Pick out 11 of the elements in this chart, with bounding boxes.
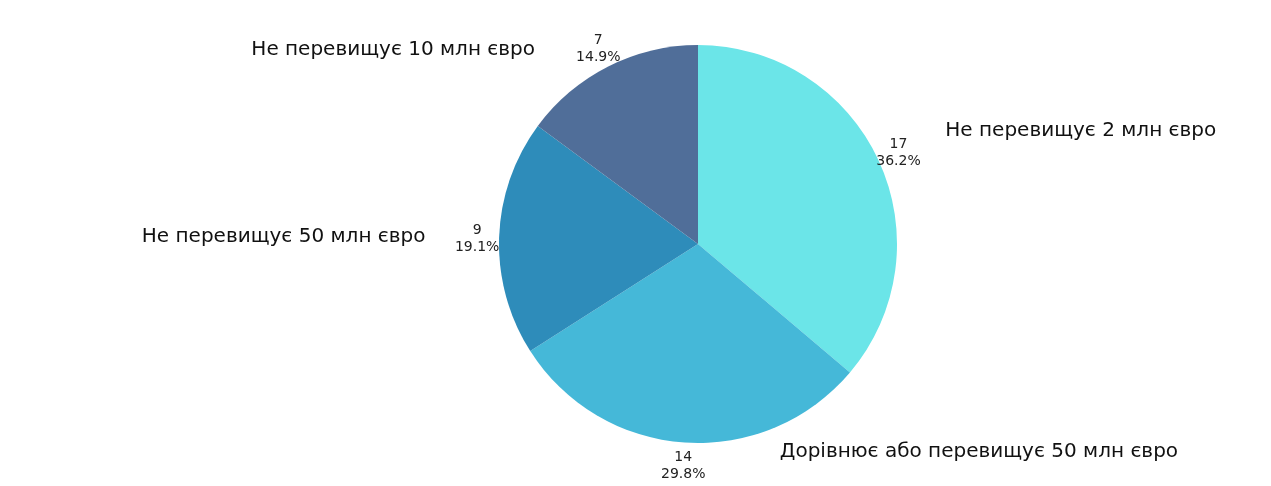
data-label: 17 36.2% <box>876 134 921 168</box>
data-label: 9 19.1% <box>454 220 500 254</box>
data-label: 14 29.8% <box>661 448 706 482</box>
pie-slice <box>537 45 698 244</box>
slice-label: Не перевищує 2 млн євро <box>945 117 1217 142</box>
data-label: 7 14.9% <box>576 30 621 64</box>
slice-label: Дорівнює або перевищує 50 млн євро <box>779 438 1179 462</box>
slice-label: Не перевищує 10 млн євро <box>251 36 536 60</box>
slice-label: Не перевищує 50 млн євро <box>141 222 426 247</box>
pie-slice <box>499 125 698 352</box>
pie-slice <box>530 244 850 443</box>
